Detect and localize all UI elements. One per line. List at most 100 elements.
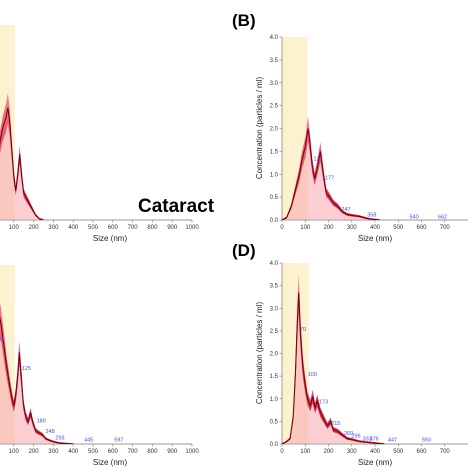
- peak-label: 376: [370, 436, 379, 442]
- peak-label: 247: [341, 207, 350, 213]
- peak-label: 333: [363, 436, 372, 442]
- size-distribution-curve: [0, 316, 74, 444]
- peak-label: 180: [37, 419, 46, 425]
- x-tick-label: 100: [300, 225, 311, 231]
- x-tick-label: 600: [108, 449, 119, 455]
- x-tick-label: 700: [440, 225, 451, 231]
- x-axis-title: Size (nm): [358, 458, 393, 467]
- plot-area: [0, 93, 44, 220]
- peak-label: 445: [84, 437, 93, 443]
- x-tick-label: 500: [393, 449, 404, 455]
- x-tick-label: 200: [323, 449, 334, 455]
- peak-label: 662: [438, 215, 447, 221]
- y-tick-label: 0.5: [270, 195, 279, 201]
- x-tick-label: 0: [280, 449, 284, 455]
- size-distribution-curve: [282, 292, 385, 444]
- x-tick-label: 300: [48, 225, 59, 231]
- peak-label: 70: [300, 327, 306, 333]
- x-tick-label: 400: [370, 225, 381, 231]
- y-tick-label: 1.5: [270, 149, 279, 155]
- cataract-label: Cataract: [138, 196, 215, 217]
- y-tick-label: 3.5: [270, 58, 279, 64]
- size-distribution-curve: [0, 107, 44, 220]
- x-tick-label: 200: [29, 449, 40, 455]
- x-tick-label: 1000: [185, 225, 199, 231]
- x-tick-label: 700: [128, 449, 139, 455]
- x-tick-label: 500: [88, 449, 99, 455]
- x-tick-label: 400: [68, 225, 79, 231]
- x-tick-label: 600: [108, 225, 119, 231]
- x-tick-label: 700: [128, 225, 139, 231]
- plot-area: [282, 273, 385, 444]
- y-tick-label: 1.0: [270, 172, 279, 178]
- y-tick-label: 0.5: [270, 419, 279, 425]
- chart-panel-d: 0 100 200 300 400 500 600 700 0.0 0.5 1.0 1.5 2.0 2.5…: [255, 261, 468, 467]
- y-tick-label: 2.0: [270, 127, 279, 133]
- x-axis-title: Size (nm): [93, 458, 128, 467]
- y-tick-label: 0.0: [270, 218, 279, 224]
- x-tick-label: 800: [147, 225, 158, 231]
- plot-area: [0, 303, 74, 444]
- peak-label: 100: [308, 372, 317, 378]
- y-tick-label: 1.0: [270, 397, 279, 403]
- chart-panel-b: 0 100 200 300 400 500 600 700 0.0 0.5 1.0 1.5 2.0 2.5…: [255, 35, 468, 243]
- x-tick-label: 500: [393, 225, 404, 231]
- x-tick-label: 100: [300, 449, 311, 455]
- peak-label: 173: [319, 399, 328, 405]
- size-distribution-area: [282, 292, 385, 444]
- peak-label: 127: [314, 157, 323, 163]
- y-tick-label: 3.0: [270, 81, 279, 87]
- x-tick-label: 300: [347, 225, 358, 231]
- x-tick-label: 200: [323, 225, 334, 231]
- x-tick-label: 600: [416, 225, 427, 231]
- peak-label: 260: [344, 431, 353, 437]
- y-tick-label: 4.0: [270, 35, 279, 41]
- x-tick-label: 1000: [185, 449, 199, 455]
- size-distribution-area: [0, 107, 44, 220]
- size-distribution-area: [282, 128, 380, 220]
- y-axis-title: Concentration (particles / ml): [255, 302, 264, 405]
- peak-label: 597: [114, 437, 123, 443]
- peak-label: 593: [422, 438, 431, 444]
- size-distribution-curve: [282, 128, 380, 220]
- x-tick-label: 200: [29, 225, 40, 231]
- peak-label: 125: [22, 366, 31, 372]
- x-tick-label: 600: [416, 449, 427, 455]
- chart-panel-a: 100 200 300 400 500 600 700 800 900 1000 Size (nm): [0, 25, 199, 243]
- y-tick-label: 1.5: [270, 374, 279, 380]
- peak-label: 215: [331, 421, 340, 427]
- x-tick-label: 300: [347, 449, 358, 455]
- x-tick-label: 900: [167, 449, 178, 455]
- y-tick-label: 4.0: [270, 261, 279, 267]
- peak-label: 293: [55, 436, 64, 442]
- peak-label: 358: [367, 212, 376, 218]
- x-tick-label: 800: [147, 449, 158, 455]
- plot-area: [282, 116, 380, 220]
- panel-label-b: (B): [232, 11, 256, 30]
- x-tick-label: 400: [68, 449, 79, 455]
- y-tick-label: 3.0: [270, 306, 279, 312]
- x-axis-title: Size (nm): [358, 234, 393, 243]
- x-tick-label: 700: [440, 449, 451, 455]
- x-tick-label: 100: [9, 225, 20, 231]
- x-axis-title: Size (nm): [93, 234, 128, 243]
- peak-label: 296: [351, 434, 360, 440]
- peak-label: 177: [325, 176, 334, 182]
- peak-label: 248: [46, 429, 55, 435]
- chart-panel-c: 100 200 300 400 500 600 700 800 900 1000 Size (nm)…: [0, 265, 199, 467]
- error-band: [282, 273, 385, 444]
- size-distribution-area: [0, 319, 74, 444]
- x-tick-label: 0: [280, 225, 284, 231]
- y-tick-label: 2.0: [270, 352, 279, 358]
- y-axis-title: Concentration (particles / ml): [255, 77, 264, 180]
- x-tick-label: 900: [167, 225, 178, 231]
- peak-label: 93: [0, 337, 4, 343]
- x-tick-label: 100: [9, 449, 20, 455]
- x-tick-label: 500: [88, 225, 99, 231]
- y-tick-label: 2.5: [270, 104, 279, 110]
- y-tick-label: 0.0: [270, 442, 279, 448]
- x-tick-label: 400: [370, 449, 381, 455]
- panel-label-d: (D): [232, 241, 256, 260]
- x-tick-label: 300: [48, 449, 59, 455]
